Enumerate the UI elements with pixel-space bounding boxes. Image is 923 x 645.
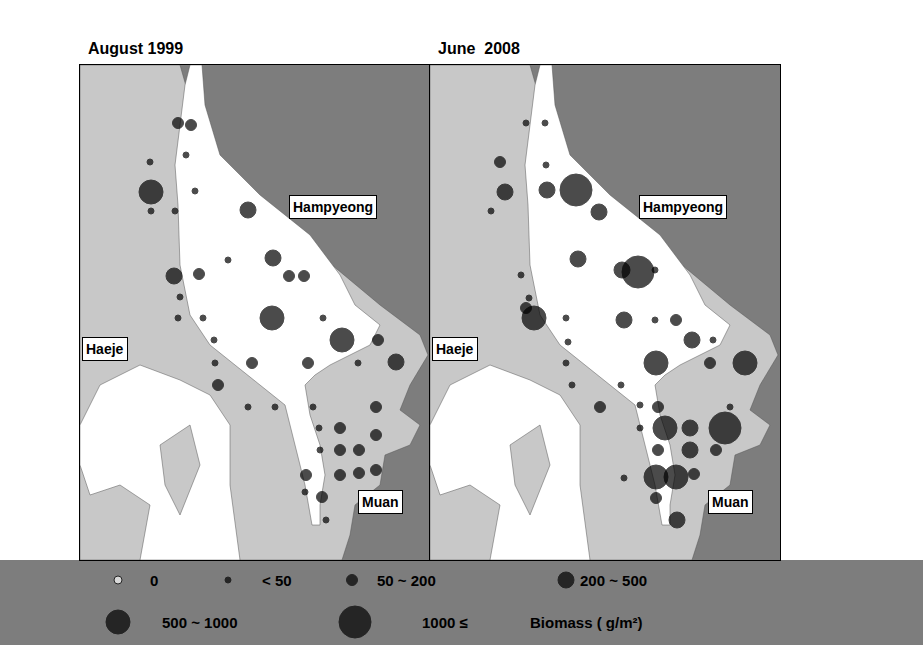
svg-text:50 ~ 200: 50 ~ 200	[377, 572, 436, 589]
svg-text:Hampyeong: Hampyeong	[643, 199, 723, 215]
svg-text:500 ~ 1000: 500 ~ 1000	[162, 614, 238, 631]
svg-text:Haeje: Haeje	[86, 341, 124, 357]
svg-text:June 2008: June 2008	[438, 40, 520, 57]
svg-text:< 50: < 50	[262, 572, 292, 589]
svg-text:Muan: Muan	[362, 494, 399, 510]
svg-text:200 ~ 500: 200 ~ 500	[580, 572, 647, 589]
svg-text:0: 0	[150, 572, 158, 589]
svg-text:Biomass ( g/m²): Biomass ( g/m²)	[530, 614, 643, 631]
svg-text:Hampyeong: Hampyeong	[293, 199, 373, 215]
svg-text:1000 ≤: 1000 ≤	[422, 614, 468, 631]
svg-text:Muan: Muan	[712, 494, 749, 510]
svg-text:Haeje: Haeje	[436, 341, 474, 357]
svg-text:August 1999: August 1999	[88, 40, 183, 57]
